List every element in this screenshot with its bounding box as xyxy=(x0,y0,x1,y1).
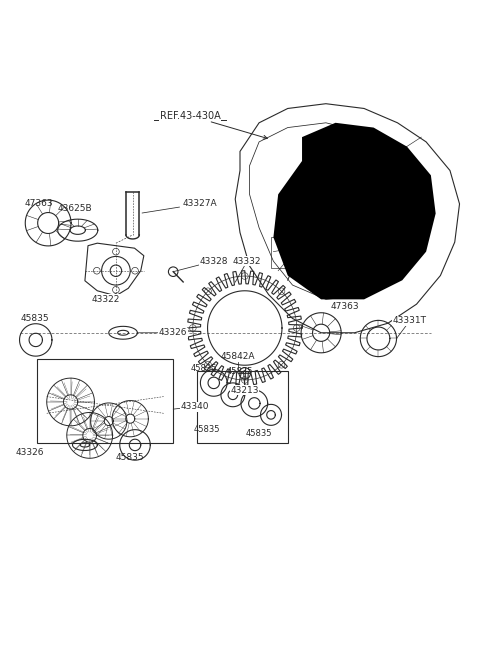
Text: 43322: 43322 xyxy=(91,293,120,304)
Text: 43327A: 43327A xyxy=(142,199,217,213)
Text: 43326: 43326 xyxy=(137,328,187,337)
Text: 45842A: 45842A xyxy=(220,352,255,361)
Bar xyxy=(271,237,319,268)
Text: 47363: 47363 xyxy=(24,199,53,209)
Text: 45835: 45835 xyxy=(21,314,49,323)
Text: 43332: 43332 xyxy=(233,256,262,282)
Polygon shape xyxy=(274,123,436,299)
Text: 45835: 45835 xyxy=(193,424,220,434)
Text: 45835: 45835 xyxy=(191,364,217,373)
Bar xyxy=(197,371,288,443)
Bar xyxy=(37,359,173,443)
Text: 43340: 43340 xyxy=(173,402,209,411)
Text: 43331T: 43331T xyxy=(393,316,427,338)
Text: 43213: 43213 xyxy=(230,379,259,394)
Text: 43328: 43328 xyxy=(173,256,228,272)
Text: 45835: 45835 xyxy=(246,430,272,438)
Text: 43625B: 43625B xyxy=(58,204,92,213)
Text: 47363: 47363 xyxy=(331,302,360,311)
Text: 43326: 43326 xyxy=(16,447,44,457)
Text: REF.43-430A: REF.43-430A xyxy=(159,111,267,139)
Text: 45835: 45835 xyxy=(227,367,253,377)
Text: 45835: 45835 xyxy=(116,453,144,462)
